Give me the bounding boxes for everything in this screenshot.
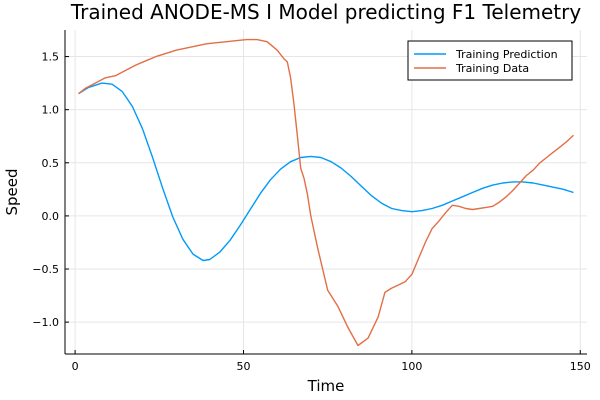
x-tick-label: 150 — [570, 360, 591, 373]
series-layer — [78, 38, 574, 347]
axes — [64, 30, 587, 355]
y-tick-label: 0.0 — [42, 210, 60, 223]
y-tick-label: −0.5 — [32, 263, 59, 276]
legend: Training Prediction Training Data — [407, 40, 573, 81]
y-tick-label: −1.0 — [32, 316, 59, 329]
legend-box — [407, 40, 573, 81]
series-line-training-data — [78, 38, 574, 347]
x-tick-label: 50 — [236, 360, 250, 373]
x-tick-label: 100 — [401, 360, 422, 373]
series-line-training-prediction — [78, 82, 574, 262]
x-tick-label: 0 — [72, 360, 79, 373]
legend-label-training-prediction: Training Prediction — [455, 48, 558, 61]
chart-title: Trained ANODE-MS I Model predicting F1 T… — [70, 0, 582, 24]
y-ticks: −1.0 −0.5 0.0 0.5 1.0 1.5 — [32, 51, 69, 329]
legend-label-training-data: Training Data — [455, 62, 529, 75]
y-axis-label: Speed — [3, 168, 21, 215]
x-axis-label: Time — [307, 377, 345, 395]
y-tick-label: 0.5 — [42, 157, 60, 170]
x-ticks: 0 50 100 150 — [72, 350, 591, 373]
y-tick-label: 1.0 — [42, 104, 60, 117]
y-tick-label: 1.5 — [42, 51, 60, 64]
